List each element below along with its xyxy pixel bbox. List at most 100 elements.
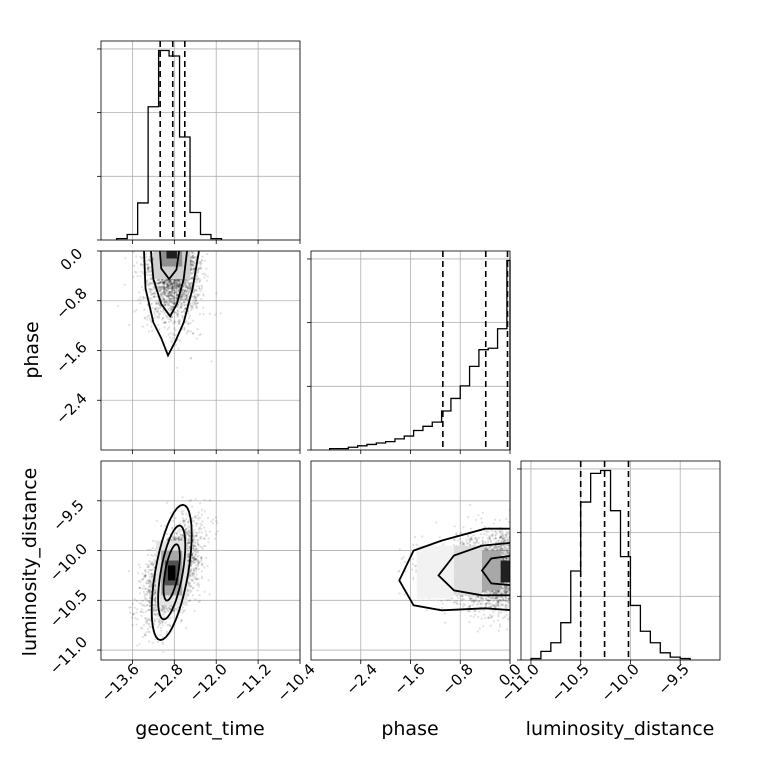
sample-point (182, 610, 184, 612)
sample-point (194, 515, 196, 517)
sample-point (179, 319, 181, 321)
sample-point (135, 612, 137, 614)
sample-point (214, 314, 216, 316)
sample-point (196, 285, 198, 287)
sample-point (153, 613, 155, 615)
sample-point (139, 592, 141, 594)
sample-point (159, 313, 161, 315)
sample-point (200, 559, 202, 561)
sample-point (175, 329, 177, 331)
sample-point (179, 281, 181, 283)
sample-point (196, 589, 198, 591)
sample-point (149, 266, 151, 268)
sample-point (143, 297, 145, 299)
sample-point (128, 607, 130, 609)
sample-point (184, 298, 186, 300)
sample-point (165, 299, 167, 301)
sample-point (132, 624, 134, 626)
sample-point (162, 651, 164, 653)
sample-point (140, 263, 142, 265)
sample-point (140, 603, 142, 605)
sample-point (201, 570, 203, 572)
sample-point (162, 636, 164, 638)
sample-point (153, 599, 155, 601)
sample-point (146, 274, 148, 276)
sample-point (185, 513, 187, 515)
sample-point (180, 305, 182, 307)
sample-point (181, 311, 183, 313)
sample-point (174, 284, 176, 286)
sample-point (135, 309, 137, 311)
sample-point (152, 555, 154, 557)
sample-point (166, 502, 168, 504)
sample-point (205, 268, 207, 270)
sample-point (170, 512, 172, 514)
sample-point (209, 499, 211, 501)
sample-point (155, 303, 157, 305)
sample-point (180, 299, 182, 301)
sample-point (203, 276, 205, 278)
sample-point (160, 627, 162, 629)
sample-point (194, 298, 196, 300)
sample-point (150, 294, 152, 296)
sample-point (187, 330, 189, 332)
sample-point (149, 618, 151, 620)
sample-point (163, 282, 165, 284)
sample-point (162, 643, 164, 645)
sample-point (139, 602, 141, 604)
sample-point (174, 321, 176, 323)
sample-point (203, 591, 205, 593)
sample-point (155, 301, 157, 303)
sample-point (147, 315, 149, 317)
sample-point (145, 611, 147, 613)
sample-point (177, 310, 179, 312)
histogram-bar (148, 107, 158, 240)
sample-point (195, 300, 197, 302)
sample-point (168, 321, 170, 323)
sample-point (201, 514, 203, 516)
sample-point (190, 330, 192, 332)
sample-point (185, 518, 187, 520)
sample-point (146, 256, 148, 258)
sample-point (149, 583, 151, 585)
sample-point (179, 531, 181, 533)
sample-point (177, 531, 179, 533)
sample-point (192, 255, 194, 257)
sample-point (159, 288, 161, 290)
sample-point (191, 575, 193, 577)
sample-point (167, 292, 169, 294)
sample-point (162, 624, 164, 626)
sample-point (148, 640, 150, 642)
sample-point (200, 333, 202, 335)
sample-point (181, 620, 183, 622)
sample-point (129, 612, 131, 614)
histogram-step-line (330, 260, 510, 450)
sample-point (204, 260, 206, 262)
sample-point (163, 292, 165, 294)
sample-point (142, 326, 144, 328)
sample-point (149, 605, 151, 607)
histogram-bar (498, 329, 507, 450)
sample-point (196, 294, 198, 296)
sample-point (176, 284, 178, 286)
sample-point (196, 302, 198, 304)
sample-point (200, 538, 202, 540)
sample-point (205, 530, 207, 532)
sample-point (131, 617, 133, 619)
sample-point (191, 302, 193, 304)
sample-point (187, 313, 189, 315)
sample-point (205, 533, 207, 535)
sample-point (198, 584, 200, 586)
sample-point (151, 307, 153, 309)
sample-point (153, 311, 155, 313)
sample-point (196, 281, 198, 283)
sample-point (142, 600, 144, 602)
sample-point (147, 271, 149, 273)
sample-point (187, 323, 189, 325)
sample-point (194, 554, 196, 556)
sample-point (201, 546, 203, 548)
sample-point (153, 291, 155, 293)
sample-point (202, 313, 204, 315)
sample-point (147, 549, 149, 551)
